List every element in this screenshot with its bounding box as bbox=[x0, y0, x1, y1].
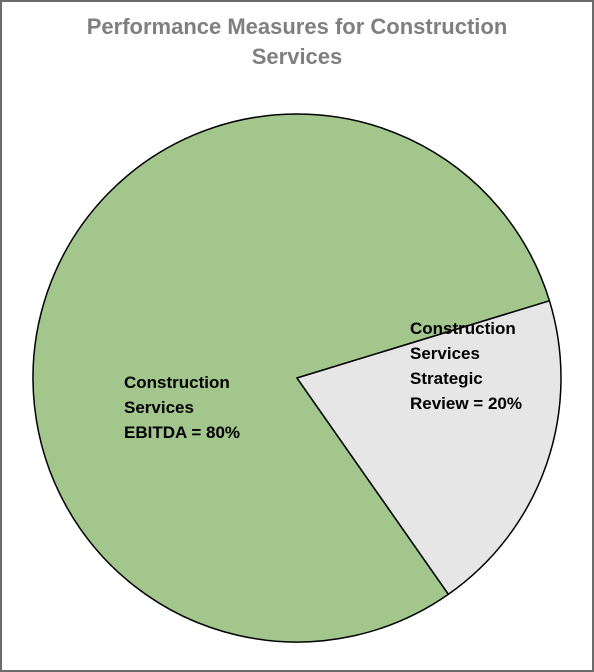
chart-title: Performance Measures for Construction Se… bbox=[2, 12, 592, 72]
slice-label-1: Construction Services EBITDA = 80% bbox=[124, 373, 240, 442]
chart-title-line-2: Services bbox=[251, 44, 343, 69]
slice-label-2-line-2: Services bbox=[410, 344, 480, 363]
slice-label-2: Construction Services Strategic Review = 20… bbox=[410, 319, 522, 413]
slice-label-2-line-3: Strategic bbox=[410, 369, 483, 388]
slice-label-1-line-2: Services bbox=[124, 398, 194, 417]
pie-slice-1 bbox=[32, 113, 551, 643]
slice-label-1-line-1: Construction bbox=[124, 373, 230, 392]
chart-title-line-1: Performance Measures for Construction bbox=[86, 14, 508, 39]
slice-label-1-line-3: EBITDA = 80% bbox=[124, 423, 240, 442]
slice-label-2-line-1: Construction bbox=[410, 319, 516, 338]
slice-label-2-line-4: Review = 20% bbox=[410, 394, 522, 413]
pie-slice-2 bbox=[296, 300, 562, 596]
